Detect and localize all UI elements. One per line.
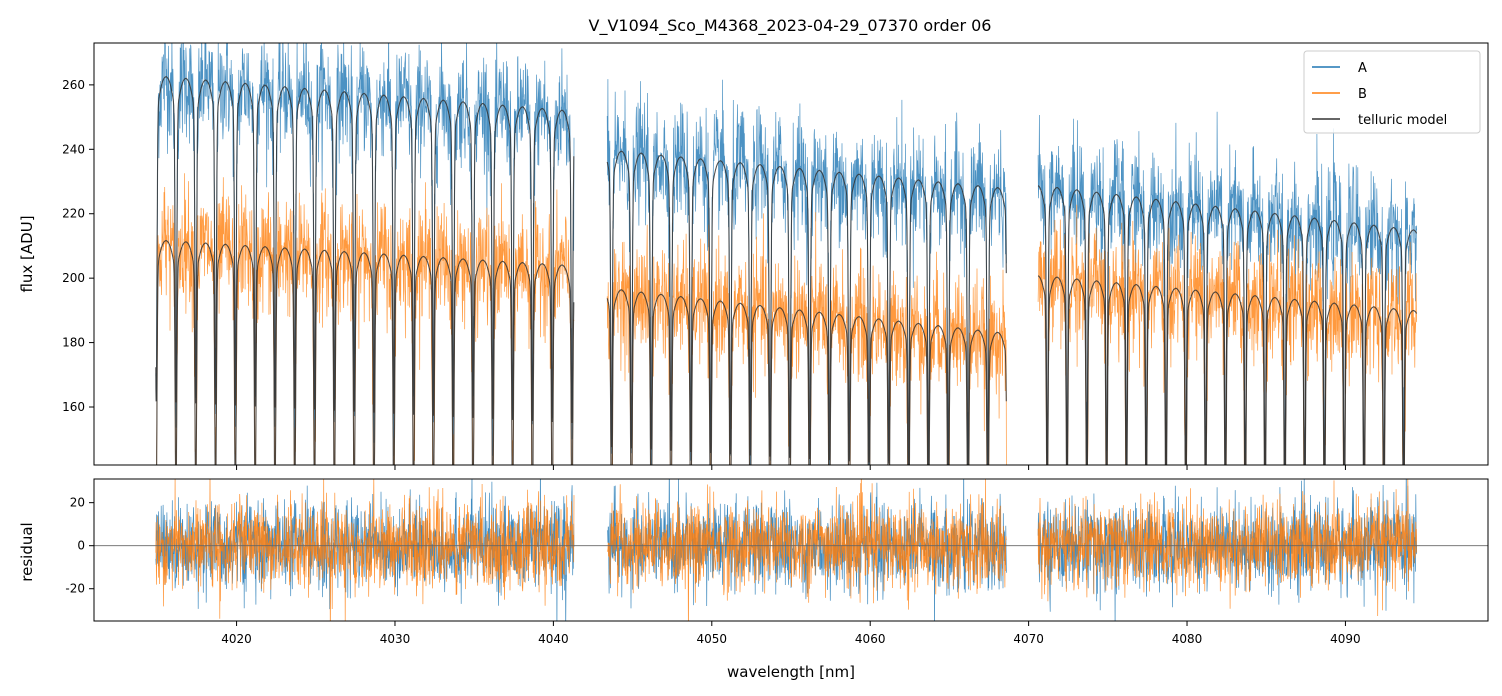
spectrum-b-segment-3 [1037,204,1418,465]
legend-label-a: A [1358,61,1367,76]
legend-label-telluric: telluric model [1358,113,1447,128]
spectrum-a-segment-1 [155,43,575,457]
spectrum-a-segment-2 [606,79,1007,465]
residual-x-ticks: 4020 4030 4040 4050 4060 4070 4080 4090 [221,621,1361,646]
spectrum-b-segment-2 [606,212,1007,465]
residual-y-tick-label: 0 [77,539,85,553]
flux-y-axis-label: flux [ADU] [18,215,36,292]
x-tick-label: 4070 [1013,632,1044,646]
flux-y-tick-label: 160 [62,400,85,414]
flux-y-tick-label: 180 [62,336,85,350]
chart-title: V_V1094_Sco_M4368_2023-04-29_07370 order… [589,16,992,36]
x-tick-label: 4020 [221,632,252,646]
flux-y-tick-label: 200 [62,271,85,285]
x-tick-label: 4030 [380,632,411,646]
residual-b-segment-1 [155,479,575,621]
telluric-model-b-segment-3 [1037,275,1418,465]
legend-label-b: B [1358,87,1367,102]
residual-a-segment-3 [1037,479,1418,621]
x-tick-label: 4040 [538,632,569,646]
spectrum-b-segment-1 [156,173,575,465]
flux-y-tick-label: 260 [62,78,85,92]
residual-y-tick-label: 20 [70,496,85,510]
telluric-model-b-segment-2 [606,289,1007,465]
x-axis-label: wavelength [nm] [727,663,855,681]
residual-y-ticks: -20 0 20 [65,496,94,596]
residual-b-segment-2 [607,479,1007,621]
telluric-model-a-segment-2 [606,150,1007,465]
x-tick-label: 4090 [1330,632,1361,646]
x-tick-label: 4080 [1172,632,1203,646]
legend: A B telluric model [1303,50,1481,134]
x-tick-label: 4060 [855,632,886,646]
flux-y-ticks: 160 180 200 220 240 260 [62,78,94,414]
residual-axes-frame [93,478,1489,622]
flux-y-tick-label: 220 [62,207,85,221]
residual-y-axis-label: residual [18,522,36,581]
residual-b-segment-3 [1037,479,1418,617]
flux-axes-frame [93,42,1489,466]
flux-y-tick-label: 240 [62,142,85,156]
flux-plot-area [155,43,1418,465]
residual-plot-area [94,479,1488,621]
telluric-model-b-segment-1 [156,240,575,465]
residual-y-tick-label: -20 [65,582,85,596]
telluric-model-a-segment-1 [155,75,575,424]
x-tick-label: 4050 [697,632,728,646]
flux-x-ticks [236,465,1346,470]
legend-box [1303,50,1481,134]
flux-panel: 160 180 200 220 240 260 flux [ADU] A B tellur… [18,42,1489,470]
telluric-model-a-segment-3 [1037,185,1418,465]
